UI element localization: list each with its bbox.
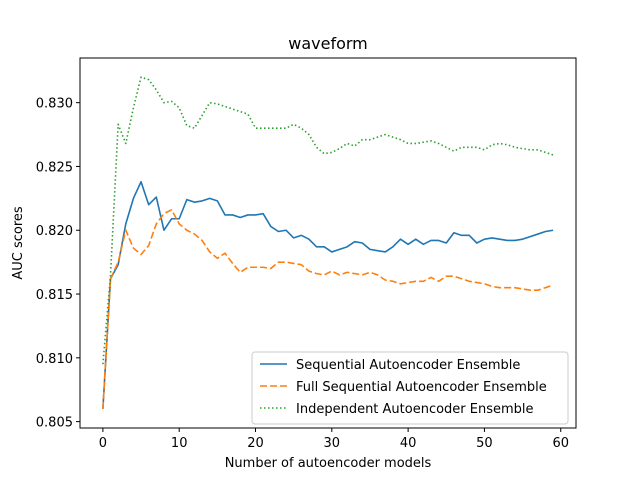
y-tick-label: 0.815 [36, 288, 73, 303]
y-tick-label: 0.810 [36, 352, 73, 367]
series-line-sequential-autoencoder-ensemble [102, 180, 554, 409]
plot-frame [79, 57, 577, 429]
legend-label-independent: Independent Autoencoder Ensemble [296, 402, 534, 417]
x-tick-label: 30 [324, 436, 341, 451]
y-tick-label: 0.830 [36, 97, 73, 112]
chart-title: waveform [288, 34, 368, 53]
legend-label-sequential: Sequential Autoencoder Ensemble [296, 358, 520, 373]
y-axis-label: AUC scores [11, 206, 26, 280]
plot-area [79, 57, 577, 429]
y-tick-label: 0.825 [36, 160, 73, 175]
y-tick-label: 0.805 [36, 416, 73, 431]
legend-label-full-sequential: Full Sequential Autoencoder Ensemble [296, 380, 547, 395]
legend: Sequential Autoencoder Ensemble Full Seq… [251, 351, 569, 425]
x-tick-label: 40 [400, 436, 417, 451]
x-tick-label: 10 [171, 436, 188, 451]
x-tick-label: 0 [99, 436, 107, 451]
series-line-full-sequential-autoencoder-ensemble [102, 209, 554, 409]
x-axis-label: Number of autoencoder models [225, 456, 432, 471]
legend-box [251, 351, 569, 425]
series-line-independent-autoencoder-ensemble [102, 76, 554, 365]
y-tick-label: 0.820 [36, 224, 73, 239]
x-tick-label: 20 [247, 436, 264, 451]
x-tick-label: 60 [552, 436, 569, 451]
y-axis: 0.805 0.810 0.815 0.820 0.825 0.830 [36, 97, 80, 431]
x-tick-label: 50 [476, 436, 493, 451]
x-axis: 0 10 20 30 40 50 60 [99, 428, 569, 451]
